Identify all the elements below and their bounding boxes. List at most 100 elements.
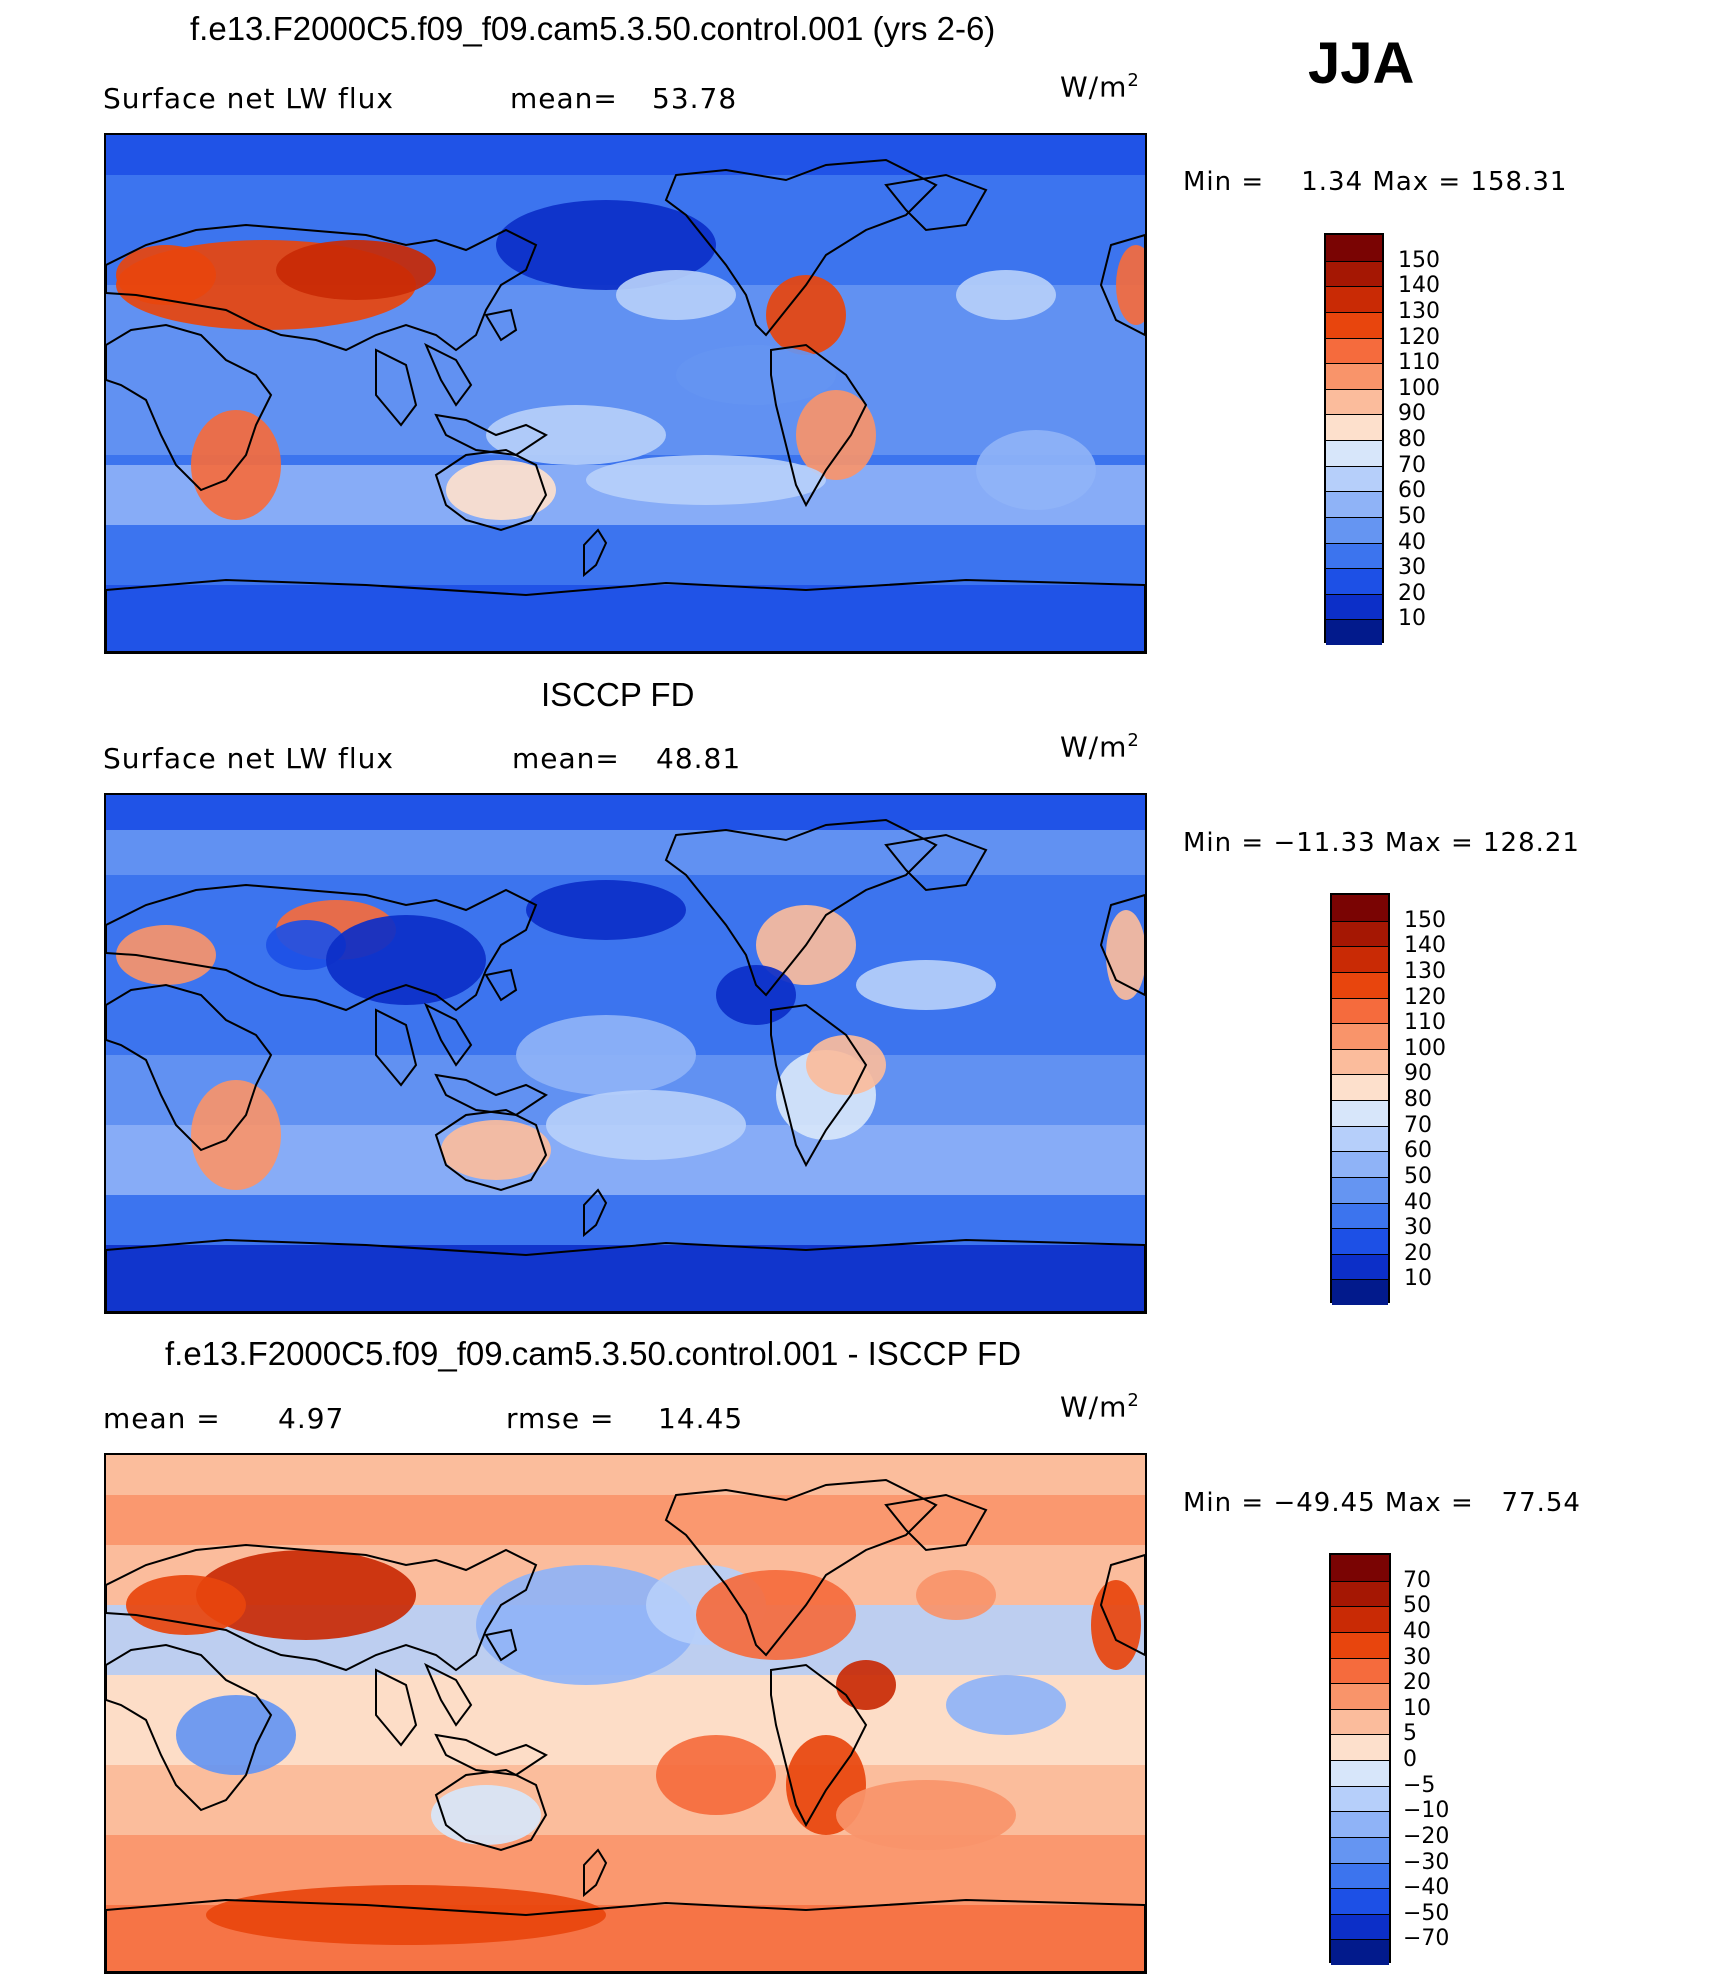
colorbar-swatch [1326,619,1382,645]
map-lat-band [106,830,1145,875]
colorbar-tick-label: 90 [1398,401,1426,427]
coastline [484,308,518,342]
panel-1-title: f.e13.F2000C5.f09_f09.cam5.3.50.control.… [190,10,996,47]
colorbar-tick-label: 10 [1404,1266,1432,1292]
panel-1-colorbar: 150 140 130 120 110 100 90 80 70 60 50 40 30 20 10 [1324,233,1440,645]
map-contour-region [766,275,846,355]
panel-1-map [104,133,1147,654]
map-contour-region [116,925,216,985]
colorbar-swatch [1326,568,1382,594]
panel-2-title: ISCCP FD [541,676,695,713]
map-contour-region [616,270,736,320]
map-contour-region [486,405,666,465]
colorbar-swatch [1332,971,1388,998]
coastline [106,1543,538,1672]
colorbar-tick-label: 140 [1398,273,1440,299]
coastlines [106,818,1145,1312]
colorbar-swatch [1332,895,1388,921]
map-lat-band [106,1495,1145,1545]
panel-1-mean-label: mean= [510,82,618,115]
panel-3-mean-value: 4.97 [278,1402,345,1435]
colorbar-swatch [1326,440,1382,466]
map-contour-region [266,920,346,970]
coastline [583,1848,608,1898]
colorbar-swatch [1331,1555,1389,1581]
colorbar-tick-label: 70 [1403,1567,1431,1593]
colorbar-swatch [1331,1913,1389,1940]
map-lat-band [106,135,1145,175]
panel-2-variable-label: Surface net LW flux [103,742,394,775]
colorbar-tick-label: 40 [1398,529,1426,555]
coastline [770,1663,868,1828]
colorbar-tick-label: −50 [1403,1900,1450,1926]
map-contour-region [796,390,876,480]
map-contour-region [856,960,996,1010]
colorbar-swatch [1332,1048,1388,1075]
map-contour-region [1116,245,1145,325]
panel-1-minmax: Min = 1.34 Max = 158.31 [1183,167,1568,197]
colorbar-swatch [1331,1683,1389,1709]
panel-2-mean-label: mean= [512,742,620,775]
colorbar-swatch [1331,1939,1389,1965]
coastlines [106,1478,1145,1972]
colorbar-swatch [1326,491,1382,517]
panel-1-mean-value: 53.78 [652,82,738,115]
colorbar-tick-label: −70 [1403,1926,1450,1952]
colorbar-swatch [1331,1785,1389,1812]
colorbar-swatch [1331,1631,1389,1658]
panel-2-map-canvas [106,795,1145,1312]
colorbar-tick-label: 120 [1404,984,1446,1010]
panel-1-variable-label: Surface net LW flux [103,82,394,115]
map-contour-region [656,1735,776,1815]
panel-2-minmax: Min = −11.33 Max = 128.21 [1183,828,1580,858]
colorbar-swatch [1332,946,1388,972]
colorbar-tick-label: 10 [1403,1695,1431,1721]
colorbar-swatch [1326,235,1382,261]
map-contour-region [836,1660,896,1710]
colorbar-swatch [1326,311,1382,338]
map-contour-region [326,915,486,1005]
colorbar-tick-label: 30 [1398,555,1426,581]
colorbar-tick-label: 0 [1403,1747,1417,1772]
panel-2-map [104,793,1147,1314]
colorbar-tick-label: 30 [1404,1215,1432,1241]
colorbar-swatch [1331,1606,1389,1632]
colorbar-tick-label: 80 [1398,427,1426,452]
colorbar-swatch [1326,593,1382,620]
colorbar-swatch [1332,1253,1388,1280]
coastline [884,833,988,892]
panel-3-units: W/m2 [1060,1390,1140,1424]
panel-3-rmse-value: 14.45 [658,1402,744,1435]
colorbar-swatch [1332,1176,1388,1203]
colorbar-tick-label: −5 [1403,1772,1436,1798]
colorbar-tick-label: 130 [1404,958,1446,984]
coastline [1099,233,1145,337]
map-contour-region [676,345,836,405]
map-contour-region [126,1575,246,1635]
panel-2-colorbar: 150 140 130 120 110 100 90 80 70 60 50 40 30 20 10 [1330,893,1446,1305]
coastline [434,1108,548,1192]
colorbar-tick-label: 10 [1398,606,1426,632]
panel-2-mean-value: 48.81 [656,742,742,775]
colorbar-tick-label: 70 [1398,452,1426,478]
colorbar-tick-label: 80 [1404,1087,1432,1112]
panel-3-colorbar: 70 50 40 30 20 10 5 0 −5 −10 −20 −30 −40 −50 −70 [1329,1553,1449,1965]
panel-3-rmse-label: rmse = [506,1402,615,1435]
colorbar-tick-label: 130 [1398,298,1440,324]
map-fields [106,135,1145,652]
colorbar-tick-label: 20 [1403,1670,1431,1696]
colorbar-tick-label: 110 [1404,1010,1446,1036]
map-contour-region [546,1090,746,1160]
colorbar-tick-label: 60 [1404,1138,1432,1164]
map-contour-region [956,270,1056,320]
panel-3-title: f.e13.F2000C5.f09_f09.cam5.3.50.control.… [165,1335,1022,1372]
map-contour-region [446,460,556,520]
colorbar-tick-label: 50 [1403,1593,1431,1619]
coastlines [106,158,1145,652]
coastline [375,1008,418,1087]
map-contour-region [946,1675,1066,1735]
season-label: JJA [1308,31,1415,96]
coastline [664,1478,938,1657]
colorbar-swatch [1332,1023,1388,1049]
map-contour-region [806,1035,886,1095]
